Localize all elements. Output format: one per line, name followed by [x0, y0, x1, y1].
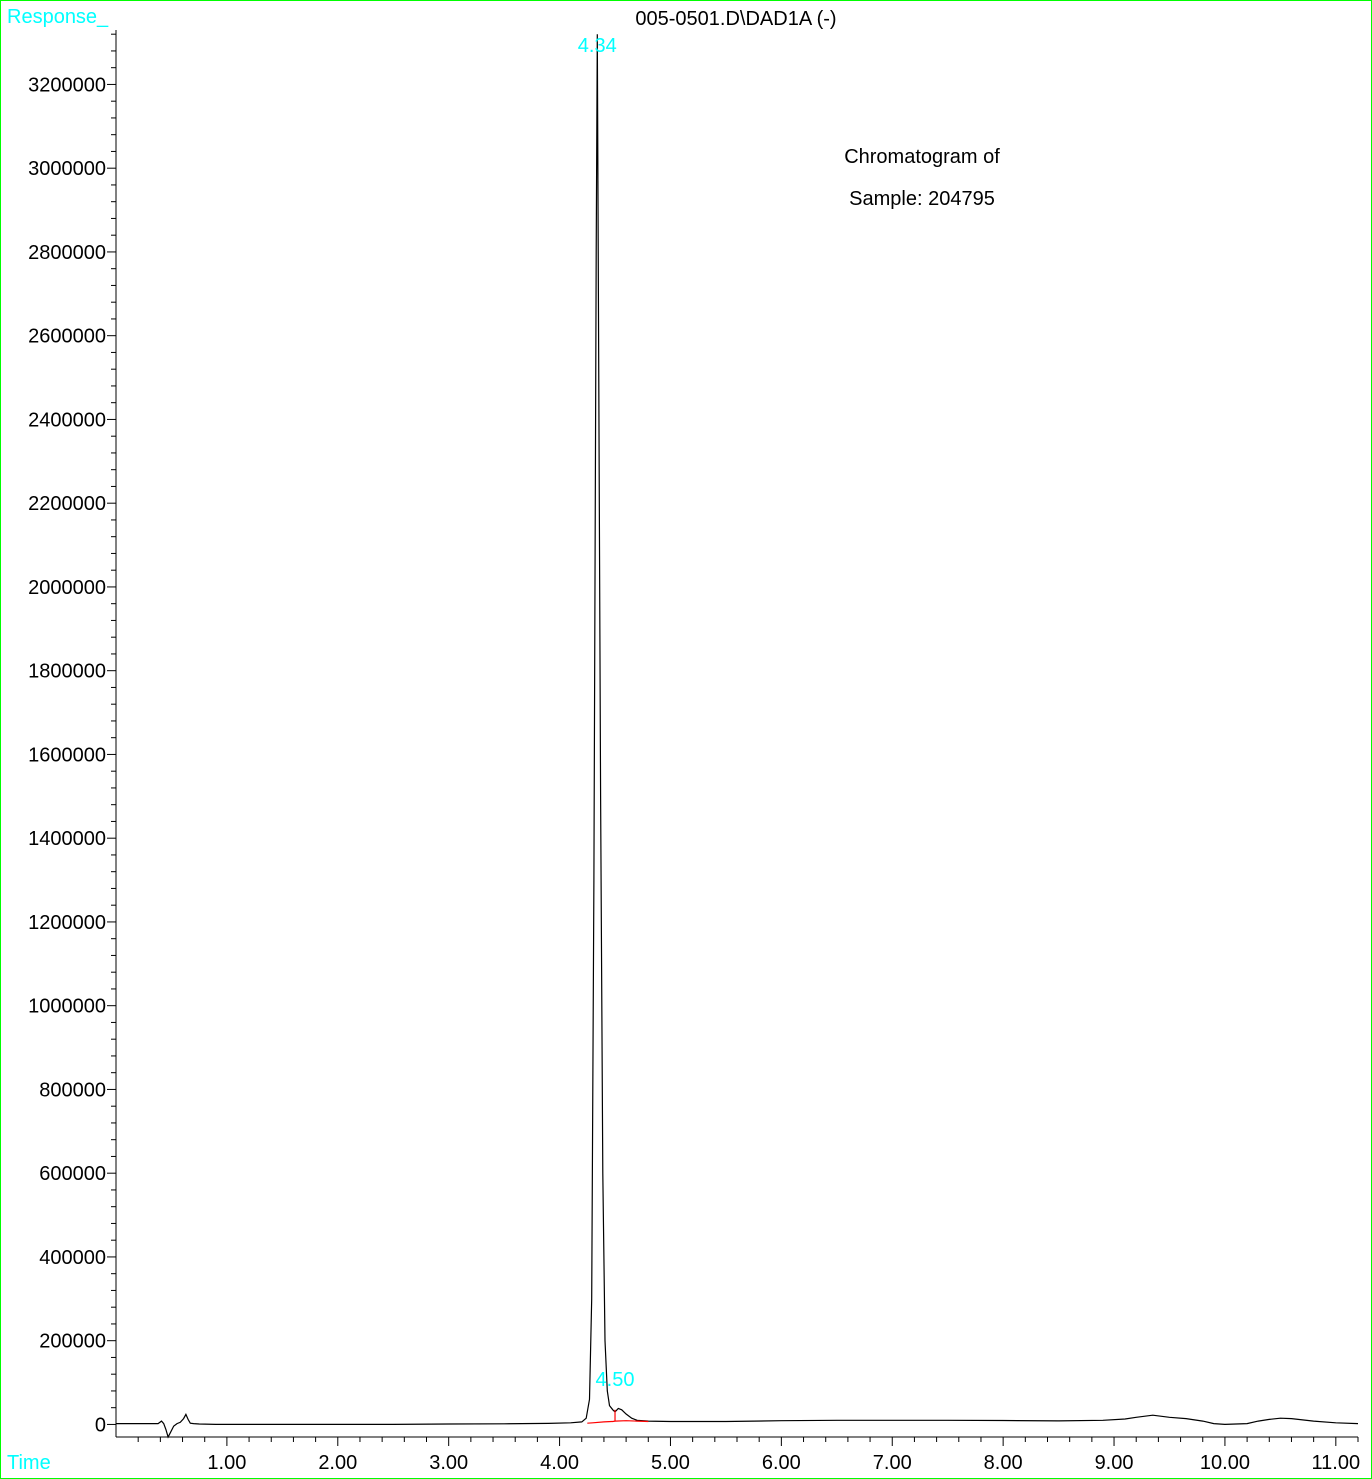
integration-baseline	[587, 1420, 649, 1424]
y-tick-label: 1000000	[28, 996, 106, 1018]
y-tick-label: 2400000	[28, 409, 106, 431]
x-tick-label: 4.00	[540, 1452, 579, 1474]
y-axis-label: Response_	[7, 6, 109, 28]
x-tick-label: 7.00	[873, 1452, 912, 1474]
x-tick-label: 3.00	[429, 1452, 468, 1474]
x-tick-label: 2.00	[318, 1452, 357, 1474]
y-tick-label: 1800000	[28, 661, 106, 683]
peak-label: 4.50	[596, 1369, 635, 1391]
y-tick-label: 2800000	[28, 242, 106, 264]
x-tick-label: 5.00	[651, 1452, 690, 1474]
y-tick-label: 2000000	[28, 577, 106, 599]
x-tick-label: 1.00	[207, 1452, 246, 1474]
annotation-sample: Sample: 204795	[849, 188, 995, 210]
x-tick-label: 9.00	[1095, 1452, 1134, 1474]
y-tick-label: 600000	[39, 1163, 106, 1185]
y-tick-label: 2200000	[28, 493, 106, 515]
y-tick-label: 0	[95, 1414, 106, 1436]
y-tick-label: 3000000	[28, 158, 106, 180]
y-tick-label: 2600000	[28, 326, 106, 348]
y-tick-label: 1600000	[28, 744, 106, 766]
y-tick-label: 1400000	[28, 828, 106, 850]
y-tick-label: 1200000	[28, 912, 106, 934]
chromatogram-trace	[116, 34, 1359, 1439]
y-tick-label: 3200000	[28, 74, 106, 96]
y-tick-label: 400000	[39, 1247, 106, 1269]
x-tick-label: 11.00	[1312, 1452, 1361, 1474]
x-axis-label: Time	[7, 1452, 51, 1474]
annotation-chromatogram-of: Chromatogram of	[844, 146, 1000, 168]
x-tick-label: 6.00	[762, 1452, 801, 1474]
x-tick-label: 10.00	[1200, 1452, 1250, 1474]
chart-title: 005-0501.D\DAD1A (-)	[635, 8, 836, 30]
y-tick-label: 800000	[39, 1079, 106, 1101]
y-tick-label: 200000	[39, 1331, 106, 1353]
peak-label: 4.34	[578, 35, 617, 57]
x-tick-label: 8.00	[984, 1452, 1023, 1474]
